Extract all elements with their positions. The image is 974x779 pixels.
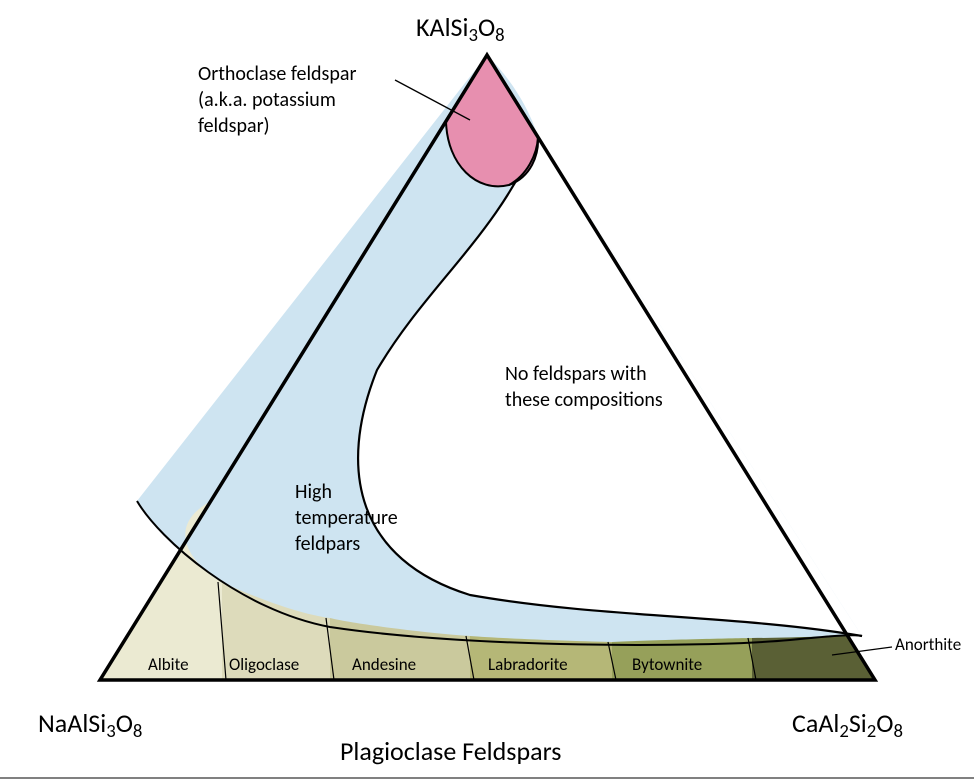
plagioclase-label-labradorite: Labradorite bbox=[488, 654, 568, 675]
anorthite-callout-label: Anorthite bbox=[895, 634, 961, 655]
orthoclase-label-line1: (a.k.a. potassium bbox=[198, 88, 336, 112]
orthoclase-region bbox=[446, 55, 538, 186]
plagioclase-label-bytownite: Bytownite bbox=[632, 654, 702, 675]
high-temp-label-line2: feldpars bbox=[295, 532, 360, 556]
apex-right-label: CaAl2Si2O8 bbox=[792, 707, 903, 743]
no-feldspar-label-line0: No feldspars with bbox=[505, 362, 647, 386]
high-temp-label-line1: temperature bbox=[295, 506, 398, 530]
orthoclase-label-line2: feldspar) bbox=[198, 114, 270, 138]
high-temp-label-line0: High bbox=[295, 480, 332, 504]
no-feldspar-label-line1: these compositions bbox=[505, 388, 663, 412]
apex-top-label: KAlSi3O8 bbox=[416, 11, 505, 47]
apex-left-label: NaAlSi3O8 bbox=[38, 707, 142, 743]
plagioclase-label-oligoclase: Oligoclase bbox=[229, 654, 299, 675]
plagioclase-label-albite: Albite bbox=[148, 654, 189, 675]
feldspar-ternary-diagram: Albite Oligoclase Andesine Labradorite Bytow… bbox=[0, 0, 974, 779]
orthoclase-label-line0: Orthoclase feldspar bbox=[198, 62, 356, 86]
plagioclase-label-andesine: Andesine bbox=[352, 654, 416, 675]
bottom-axis-label: Plagioclase Feldspars bbox=[340, 735, 561, 767]
plagioclase-anorthite bbox=[752, 636, 875, 680]
